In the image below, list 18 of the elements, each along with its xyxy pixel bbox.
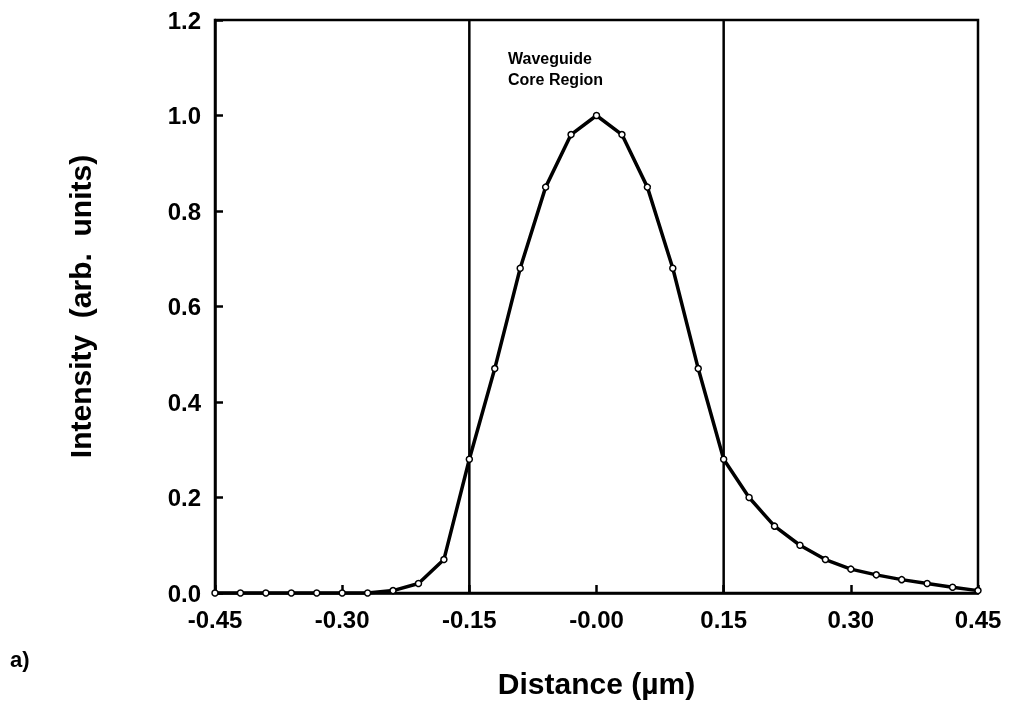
y-tick-label: 0.8: [167, 197, 201, 225]
y-tick-label: 0.6: [167, 293, 201, 320]
x-tick-label: -0.45: [187, 605, 243, 633]
x-tick-label: -0.15: [441, 605, 497, 633]
x-axis-title: Distance (µm): [497, 666, 696, 700]
y-tick-label: 0.4: [167, 388, 202, 416]
y-tick-label: 1.0: [167, 102, 201, 129]
x-tick-label: 0.45: [954, 605, 1002, 633]
x-tick-label: -0.30: [314, 605, 370, 633]
x-tick-label: 0.15: [700, 605, 748, 633]
y-axis-title: Intensity (arb. units): [63, 154, 97, 459]
x-tick-label: -0.00: [569, 605, 624, 633]
text: a): [10, 646, 30, 672]
x-tick-label: 0.30: [827, 605, 875, 633]
y-tick-label: 0.0: [167, 579, 201, 607]
y-tick-label: 0.2: [167, 484, 201, 511]
y-tick-label: 1.2: [167, 6, 201, 34]
annotation: Waveguide Core Region: [508, 50, 604, 88]
